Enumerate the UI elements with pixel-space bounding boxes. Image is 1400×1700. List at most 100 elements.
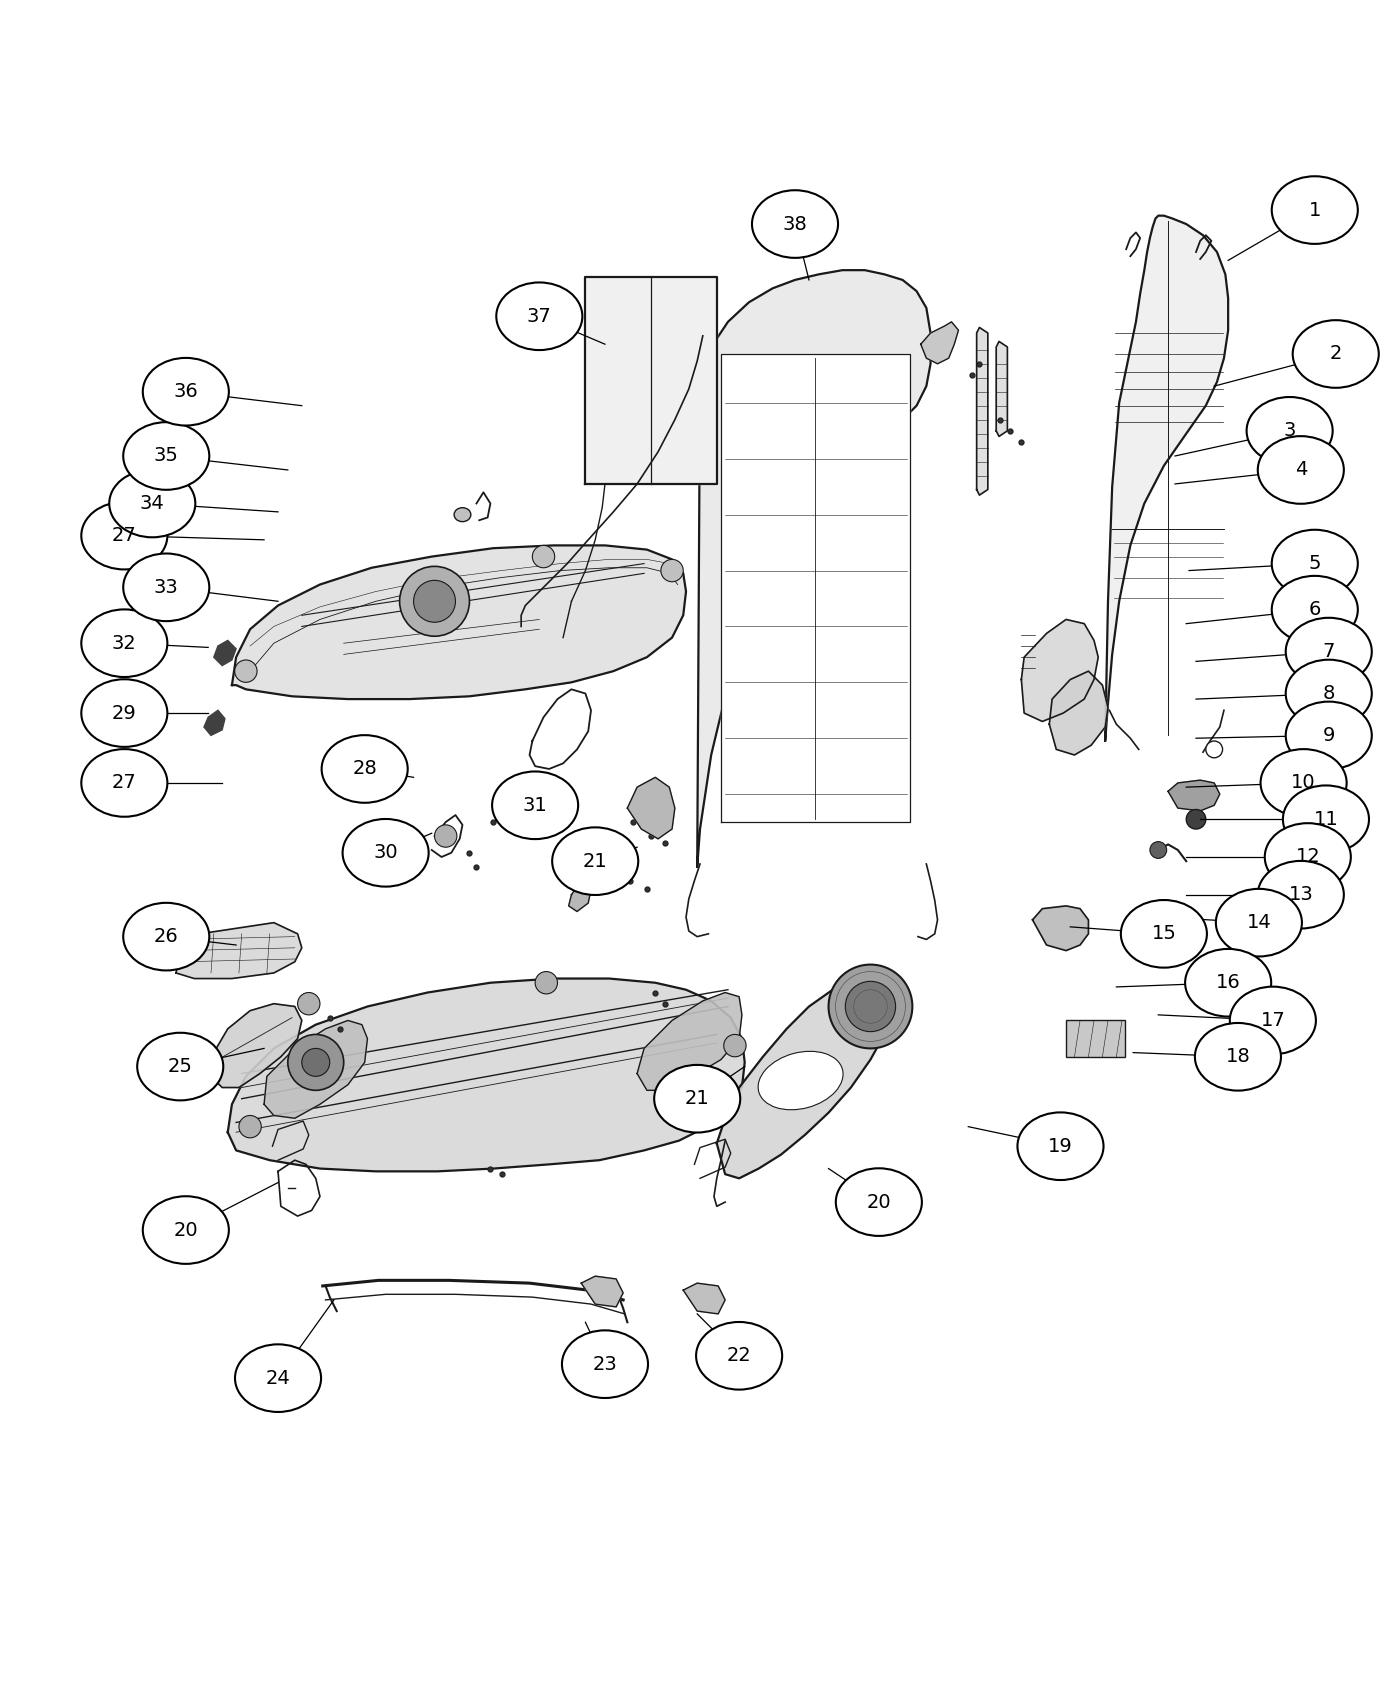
Ellipse shape <box>81 680 168 746</box>
Text: 35: 35 <box>154 447 179 466</box>
Ellipse shape <box>1282 785 1369 853</box>
Text: 24: 24 <box>266 1368 290 1387</box>
Text: 34: 34 <box>140 495 165 513</box>
Text: 31: 31 <box>522 796 547 814</box>
Ellipse shape <box>759 1051 843 1110</box>
Ellipse shape <box>123 903 209 971</box>
Polygon shape <box>568 881 591 911</box>
Ellipse shape <box>109 469 196 537</box>
Circle shape <box>1186 809 1205 830</box>
Polygon shape <box>265 1020 367 1119</box>
Text: 12: 12 <box>1295 848 1320 867</box>
Text: 32: 32 <box>112 634 137 653</box>
Ellipse shape <box>454 508 470 522</box>
Polygon shape <box>997 342 1008 437</box>
Ellipse shape <box>1260 750 1347 816</box>
Bar <box>1065 1020 1124 1057</box>
Ellipse shape <box>1121 899 1207 967</box>
Circle shape <box>434 824 456 847</box>
Text: 38: 38 <box>783 214 808 233</box>
Text: 37: 37 <box>526 306 552 326</box>
Circle shape <box>239 1115 262 1137</box>
Text: 27: 27 <box>112 525 137 546</box>
Text: 28: 28 <box>353 760 377 779</box>
Text: 3: 3 <box>1284 422 1296 440</box>
Ellipse shape <box>123 422 209 490</box>
Text: 13: 13 <box>1288 886 1313 904</box>
Circle shape <box>1149 842 1166 858</box>
Ellipse shape <box>1271 576 1358 644</box>
Circle shape <box>413 580 455 622</box>
Ellipse shape <box>1257 437 1344 503</box>
Text: 11: 11 <box>1313 809 1338 830</box>
Text: 30: 30 <box>374 843 398 862</box>
Ellipse shape <box>1271 177 1358 243</box>
Circle shape <box>1205 741 1222 758</box>
Text: 25: 25 <box>168 1057 193 1076</box>
Ellipse shape <box>123 554 209 620</box>
Polygon shape <box>683 1284 725 1314</box>
Text: 29: 29 <box>112 704 137 722</box>
Polygon shape <box>232 546 686 699</box>
Text: 7: 7 <box>1323 643 1336 661</box>
Polygon shape <box>977 328 988 495</box>
Circle shape <box>298 993 321 1015</box>
Ellipse shape <box>1292 320 1379 388</box>
Ellipse shape <box>143 359 228 425</box>
Circle shape <box>535 972 557 994</box>
Polygon shape <box>721 354 910 823</box>
Text: 6: 6 <box>1309 600 1322 619</box>
Circle shape <box>288 1034 344 1090</box>
Polygon shape <box>1168 780 1219 811</box>
Ellipse shape <box>836 1168 921 1236</box>
Polygon shape <box>581 1277 623 1307</box>
Text: 5: 5 <box>1309 554 1322 573</box>
Ellipse shape <box>343 819 428 887</box>
Ellipse shape <box>1229 986 1316 1054</box>
Text: 14: 14 <box>1246 913 1271 932</box>
Text: 27: 27 <box>112 774 137 792</box>
Circle shape <box>661 559 683 581</box>
Text: 19: 19 <box>1049 1137 1072 1156</box>
Ellipse shape <box>137 1034 223 1100</box>
Ellipse shape <box>752 190 839 258</box>
Text: 4: 4 <box>1295 461 1308 479</box>
Ellipse shape <box>1285 660 1372 728</box>
Text: 15: 15 <box>1151 925 1176 944</box>
Text: 20: 20 <box>174 1221 199 1239</box>
Polygon shape <box>921 321 959 364</box>
Circle shape <box>846 981 896 1032</box>
Ellipse shape <box>143 1197 228 1263</box>
Text: 26: 26 <box>154 927 179 947</box>
Ellipse shape <box>322 734 407 802</box>
Circle shape <box>302 1049 330 1076</box>
Ellipse shape <box>1285 702 1372 768</box>
Polygon shape <box>637 993 742 1090</box>
Polygon shape <box>1050 672 1107 755</box>
Text: 17: 17 <box>1260 1012 1285 1030</box>
Ellipse shape <box>1018 1112 1103 1180</box>
Polygon shape <box>585 277 717 484</box>
Circle shape <box>512 782 538 807</box>
Text: 10: 10 <box>1291 774 1316 792</box>
Text: 36: 36 <box>174 382 199 401</box>
Ellipse shape <box>81 750 168 816</box>
Text: 9: 9 <box>1323 726 1336 745</box>
Text: 33: 33 <box>154 578 179 597</box>
Circle shape <box>829 964 913 1049</box>
Polygon shape <box>228 979 745 1171</box>
Ellipse shape <box>491 772 578 840</box>
Ellipse shape <box>81 609 168 677</box>
Text: 2: 2 <box>1330 345 1343 364</box>
Text: 22: 22 <box>727 1346 752 1365</box>
Text: 16: 16 <box>1215 972 1240 993</box>
Ellipse shape <box>561 1331 648 1397</box>
Ellipse shape <box>1285 617 1372 685</box>
Text: 21: 21 <box>582 852 608 870</box>
Ellipse shape <box>1264 823 1351 891</box>
Ellipse shape <box>1215 889 1302 957</box>
Text: 8: 8 <box>1323 683 1336 704</box>
Circle shape <box>532 546 554 568</box>
Ellipse shape <box>696 1323 783 1389</box>
Text: 1: 1 <box>1309 201 1322 219</box>
